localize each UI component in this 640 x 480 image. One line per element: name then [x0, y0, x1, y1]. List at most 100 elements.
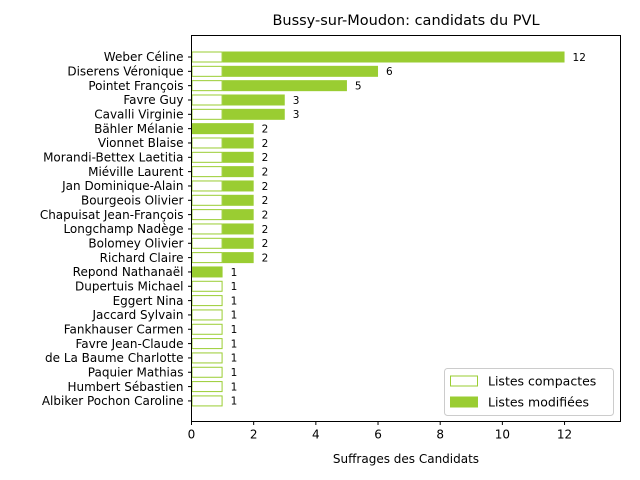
legend-frame	[444, 368, 614, 416]
value-label: 12	[573, 52, 586, 64]
value-label: 2	[262, 238, 269, 250]
bar-compact	[191, 108, 223, 120]
bar-modified	[191, 266, 223, 278]
x-tick-label: 6	[374, 428, 382, 442]
value-label: 3	[293, 95, 300, 107]
value-label: 1	[231, 396, 238, 408]
value-label: 1	[231, 367, 238, 379]
bar-modified	[222, 94, 285, 106]
x-tick-label: 0	[188, 428, 196, 442]
value-label: 6	[386, 66, 393, 78]
bar-modified	[191, 123, 254, 135]
y-tick-label: Bähler Mélanie	[94, 122, 183, 136]
bar-compact	[191, 65, 223, 77]
value-label: 1	[231, 295, 238, 307]
bar-modified	[222, 166, 254, 178]
bar-compact	[191, 395, 223, 407]
x-tick-label: 2	[250, 428, 258, 442]
y-tick-label: Bolomey Olivier	[88, 236, 183, 250]
bar-compact	[191, 280, 223, 292]
value-label: 2	[262, 209, 269, 221]
bar-modified	[222, 80, 347, 92]
value-label: 2	[262, 123, 269, 135]
x-axis-label: Suffrages des Candidats	[333, 452, 479, 466]
y-tick-label: Repond Nathanaël	[73, 265, 184, 279]
bar-modified	[222, 180, 254, 192]
y-tick-label: Vionnet Blaise	[98, 136, 184, 150]
value-label: 1	[231, 310, 238, 322]
value-label: 1	[231, 267, 238, 279]
value-label: 2	[262, 224, 269, 236]
y-tick-label: Cavalli Virginie	[94, 108, 183, 122]
bar-modified	[222, 252, 254, 264]
y-tick-label: Richard Claire	[100, 251, 184, 265]
y-tick-label: Dupertuis Michael	[75, 279, 183, 293]
y-tick-label: Favre Jean-Claude	[75, 337, 183, 351]
y-tick-label: Jan Dominique-Alain	[61, 179, 183, 193]
legend-swatch-modified	[450, 396, 478, 408]
bar-modified	[222, 237, 254, 249]
bar-compact	[191, 309, 223, 321]
legend-label: Listes modifiées	[488, 395, 589, 410]
value-label: 1	[231, 381, 238, 393]
bar-compact	[191, 338, 223, 350]
chart-title: Bussy-sur-Moudon: candidats du PVL	[272, 13, 539, 29]
value-label: 2	[262, 181, 269, 193]
value-label: 2	[262, 252, 269, 264]
bar-modified	[222, 151, 254, 163]
bar-compact	[191, 381, 223, 393]
value-label: 5	[355, 80, 362, 92]
bar-compact	[191, 180, 223, 192]
y-tick-label: de La Baume Charlotte	[45, 351, 184, 365]
y-tick-label: Miéville Laurent	[88, 165, 184, 179]
legend: Listes compactes Listes modifiées	[444, 368, 614, 416]
bar-compact	[191, 252, 223, 264]
value-label: 3	[293, 109, 300, 121]
plot-frame	[191, 35, 621, 422]
y-tick-label: Paquier Mathias	[88, 365, 184, 379]
bar-compact	[191, 166, 223, 178]
bar-compact	[191, 151, 223, 163]
x-tick-label: 12	[557, 428, 572, 442]
x-tick-label: 4	[312, 428, 320, 442]
bar-modified	[222, 51, 565, 63]
bar-compact	[191, 80, 223, 92]
value-label: 1	[231, 338, 238, 350]
y-tick-label: Humbert Sébastien	[67, 380, 183, 394]
x-tick-label: 10	[495, 428, 510, 442]
bar-compact	[191, 366, 223, 378]
bar-modified	[222, 65, 379, 77]
y-tick-label: Albiker Pochon Caroline	[42, 394, 184, 408]
y-tick-label: Bourgeois Olivier	[81, 194, 184, 208]
value-label: 2	[262, 138, 269, 150]
bar-compact	[191, 137, 223, 149]
bar-compact	[191, 352, 223, 364]
y-tick-label: Pointet François	[88, 79, 183, 93]
value-label: 2	[262, 152, 269, 164]
bar-modified	[222, 108, 285, 120]
value-label: 1	[231, 281, 238, 293]
y-tick-label: Favre Guy	[123, 93, 183, 107]
y-tick-label: Diserens Véronique	[67, 65, 183, 79]
bar-compact	[191, 295, 223, 307]
legend-swatch-compact	[450, 375, 478, 387]
bar-modified	[222, 137, 254, 149]
y-tick-label: Longchamp Nadège	[63, 222, 183, 236]
bar-compact	[191, 51, 223, 63]
y-tick-label: Weber Céline	[104, 50, 184, 64]
bar-compact	[191, 323, 223, 335]
y-tick-label: Morandi-Bettex Laetitia	[43, 151, 183, 165]
value-label: 2	[262, 166, 269, 178]
bar-compact	[191, 209, 223, 221]
value-label: 1	[231, 324, 238, 336]
value-label: 1	[231, 353, 238, 365]
bar-compact	[191, 223, 223, 235]
x-tick-label: 8	[436, 428, 444, 442]
bar-compact	[191, 194, 223, 206]
y-tick-label: Eggert Nina	[113, 294, 184, 308]
legend-label: Listes compactes	[488, 374, 596, 389]
y-tick-label: Jaccard Sylvain	[91, 308, 183, 322]
bar-compact	[191, 237, 223, 249]
y-tick-label: Fankhauser Carmen	[64, 322, 184, 336]
